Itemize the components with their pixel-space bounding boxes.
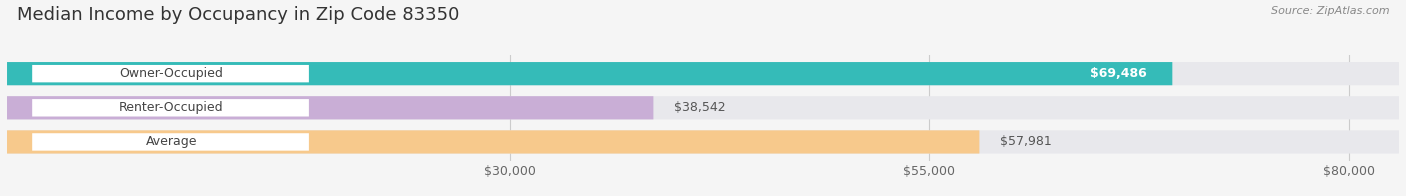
FancyBboxPatch shape bbox=[7, 96, 654, 119]
FancyBboxPatch shape bbox=[32, 133, 309, 151]
Text: $38,542: $38,542 bbox=[673, 101, 725, 114]
Text: Median Income by Occupancy in Zip Code 83350: Median Income by Occupancy in Zip Code 8… bbox=[17, 6, 460, 24]
FancyBboxPatch shape bbox=[7, 96, 1399, 119]
Text: Renter-Occupied: Renter-Occupied bbox=[120, 101, 224, 114]
Text: Owner-Occupied: Owner-Occupied bbox=[120, 67, 224, 80]
Text: Average: Average bbox=[146, 135, 197, 148]
Text: $69,486: $69,486 bbox=[1091, 67, 1147, 80]
FancyBboxPatch shape bbox=[32, 65, 309, 82]
FancyBboxPatch shape bbox=[7, 130, 980, 153]
FancyBboxPatch shape bbox=[7, 62, 1399, 85]
Text: Source: ZipAtlas.com: Source: ZipAtlas.com bbox=[1271, 6, 1389, 16]
FancyBboxPatch shape bbox=[7, 130, 1399, 153]
Text: $57,981: $57,981 bbox=[1000, 135, 1052, 148]
FancyBboxPatch shape bbox=[7, 62, 1173, 85]
FancyBboxPatch shape bbox=[32, 99, 309, 116]
